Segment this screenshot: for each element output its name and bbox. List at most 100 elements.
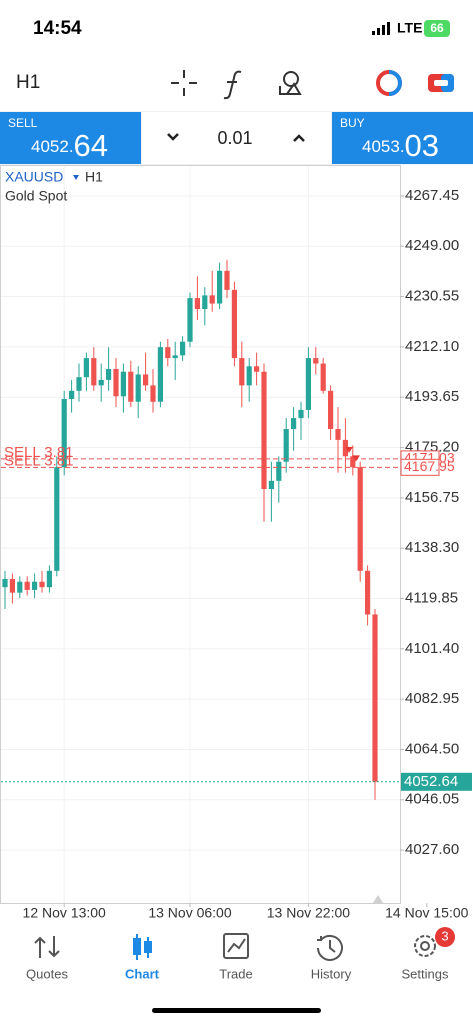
- lot-increase[interactable]: [293, 134, 305, 142]
- candle-body: [231, 289, 237, 359]
- nav-label[interactable]: Trade: [219, 966, 252, 981]
- sell-label: SELL: [8, 116, 38, 130]
- y-tick-label: 4046.05: [405, 791, 459, 808]
- lot-value[interactable]: 0.01: [217, 128, 252, 148]
- buy-button[interactable]: [332, 112, 473, 164]
- nav-label[interactable]: Quotes: [26, 966, 68, 981]
- chart-frame: [0, 165, 401, 904]
- buy-price-main: 4053.: [362, 137, 405, 156]
- y-tick-label: 4138.30: [405, 539, 459, 556]
- sell-price: 4052.64: [31, 128, 108, 163]
- badge-count: 3: [441, 928, 448, 943]
- candle-body: [91, 358, 97, 386]
- buy-label: BUY: [340, 116, 365, 130]
- candle-body: [54, 467, 60, 571]
- y-tick-label: 4193.65: [405, 388, 459, 405]
- candle-body: [209, 295, 215, 304]
- objects-button[interactable]: [279, 71, 302, 95]
- x-tick-label: 12 Nov 13:00: [23, 905, 106, 921]
- candle-body: [2, 579, 8, 588]
- current-price-tag: [401, 772, 472, 791]
- candle-body: [305, 358, 311, 410]
- candle-body: [335, 429, 341, 440]
- candle-body: [135, 374, 141, 402]
- y-tick-label: 4267.45: [405, 187, 459, 204]
- y-tick-label: 4249.00: [405, 237, 459, 254]
- buy-price-big: 03: [405, 128, 439, 163]
- order-arrow: [352, 455, 360, 462]
- x-tick-label: 13 Nov 22:00: [267, 905, 350, 921]
- candle-body: [98, 379, 104, 386]
- candle-body: [357, 467, 363, 571]
- settings-badge: [435, 927, 455, 947]
- candle-body: [157, 347, 163, 402]
- candle-body: [143, 374, 149, 386]
- indicators-button[interactable]: [223, 70, 242, 100]
- symbol[interactable]: XAUUSD: [5, 169, 63, 185]
- candle-body: [150, 385, 156, 402]
- lot-decrease[interactable]: [167, 133, 179, 141]
- scroll-marker: [373, 895, 383, 903]
- symbol-dropdown[interactable]: [73, 175, 79, 180]
- candle-body: [172, 355, 178, 359]
- settings-icon: [414, 935, 436, 957]
- timeframe-button[interactable]: H1: [16, 72, 40, 93]
- candle-body: [39, 581, 45, 588]
- chart-icon: [133, 934, 152, 960]
- candle-body: [113, 369, 119, 397]
- candle-body: [342, 439, 348, 457]
- chart-timeframe: H1: [85, 169, 103, 185]
- candle-body: [32, 581, 38, 590]
- candle-body: [46, 570, 52, 588]
- current-price: 4052.64: [404, 773, 458, 790]
- candle-body: [276, 461, 282, 481]
- candle-body: [180, 341, 186, 356]
- battery: [424, 20, 450, 37]
- candle-body: [283, 429, 289, 462]
- nav-label[interactable]: Settings: [402, 966, 449, 981]
- y-tick-label: 4101.40: [405, 640, 459, 657]
- trade-icon[interactable]: [376, 70, 402, 96]
- candle-body: [365, 570, 371, 615]
- y-tick-label: 4212.10: [405, 338, 459, 355]
- candle-body: [69, 390, 75, 399]
- network: LTE: [397, 20, 422, 36]
- order-arrow: [345, 446, 353, 453]
- y-tick-label: 4119.85: [405, 589, 458, 606]
- crosshair-button[interactable]: [171, 70, 197, 96]
- x-tick-label: 14 Nov 15:00: [385, 905, 468, 921]
- candle-body: [202, 295, 208, 309]
- buy-price: 4053.03: [362, 128, 439, 163]
- y-tick-label: 4064.50: [405, 740, 459, 757]
- order-label: SELL 3.81: [4, 452, 74, 469]
- y-tick-label: 4230.55: [405, 288, 459, 305]
- chart: 4267.454249.004230.554212.104193.654175.…: [1, 166, 472, 921]
- candle-body: [372, 614, 378, 782]
- y-tick-label: 4082.95: [405, 690, 459, 707]
- quotes-icon: [34, 936, 60, 958]
- one-click-icon[interactable]: [428, 74, 454, 92]
- order-price-tag: [400, 458, 440, 476]
- candle-body: [224, 270, 230, 290]
- bottom-nav: 3 Quotes Chart Trade History Settings: [26, 927, 455, 981]
- candle-body: [61, 399, 67, 468]
- nav-label[interactable]: History: [311, 966, 352, 981]
- candle-body: [268, 480, 274, 489]
- history-icon: [317, 934, 343, 961]
- candle-body: [313, 358, 319, 364]
- candle-body: [128, 371, 134, 402]
- sell-button[interactable]: [0, 112, 141, 164]
- candle-body: [106, 369, 112, 380]
- candle-body: [83, 358, 89, 378]
- candle-body: [254, 366, 260, 372]
- nav-label[interactable]: Chart: [125, 966, 160, 981]
- y-tick-label: 4156.75: [405, 489, 459, 506]
- sell-price-big: 64: [74, 128, 108, 163]
- order-price: 4167.95: [404, 458, 455, 474]
- candle-body: [9, 579, 15, 593]
- signal-icon: [372, 22, 390, 35]
- x-tick-label: 13 Nov 06:00: [148, 905, 231, 921]
- candle-body: [120, 371, 126, 397]
- candle-body: [328, 390, 334, 429]
